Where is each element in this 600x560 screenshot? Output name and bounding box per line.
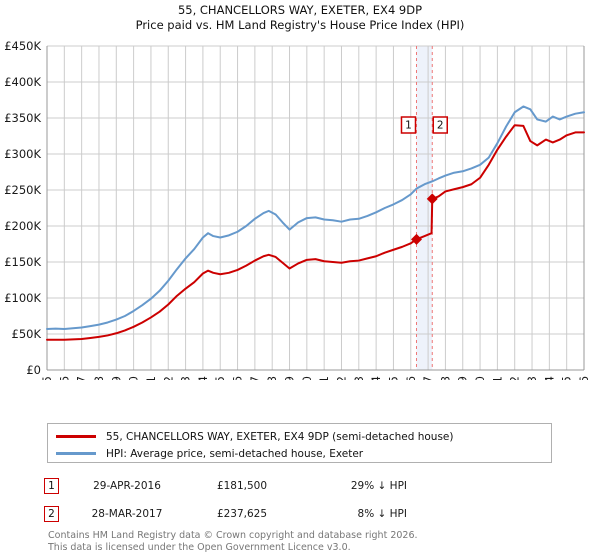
- x-axis-tick-label: 2012: [334, 376, 348, 380]
- x-axis-tick-label: 2016: [404, 376, 418, 380]
- footer-copyright: Contains HM Land Registry data © Crown c…: [48, 530, 418, 541]
- transaction-date-2: 28-MAR-2017: [91, 508, 163, 520]
- x-axis-tick-label: 2004: [196, 376, 210, 380]
- y-axis-tick-label: £50K: [12, 327, 42, 341]
- price-history-chart: £0 £50K £100K £150K £200K £250K £300K £350K £400…: [0, 40, 600, 380]
- y-axis-tick-label: £300K: [4, 147, 41, 161]
- x-axis-tick-label: 1997: [75, 376, 89, 380]
- x-axis-tick-label: 2003: [179, 376, 193, 380]
- x-axis-tick-label: 2009: [283, 376, 297, 380]
- y-axis-tick-label: £250K: [4, 183, 41, 197]
- chart-canvas: £0 £50K £100K £150K £200K £250K £300K £350K £400…: [4, 40, 591, 380]
- x-axis-tick-label: 2024: [542, 376, 556, 380]
- x-axis-tick-label: 2000: [127, 376, 141, 380]
- x-axis-tick-label: 1998: [92, 376, 106, 380]
- transaction-price-2: £237,625: [216, 508, 268, 520]
- x-axis-tick-label: 2001: [144, 376, 158, 380]
- legend-item-price-paid: 55, CHANCELLORS WAY, EXETER, EX4 9DP (se…: [48, 428, 551, 445]
- x-axis-tick-label: 1999: [109, 376, 123, 380]
- series-line-hpi: [46, 124, 585, 341]
- page-title: 55, CHANCELLORS WAY, EXETER, EX4 9DP Pri…: [0, 3, 600, 33]
- x-axis-tick-label: 2006: [231, 376, 245, 380]
- transaction-hpi-delta-2: 8% ↓ HPI: [357, 508, 407, 520]
- transaction-marker-1: [410, 233, 422, 245]
- transaction-date-1: 29-APR-2016: [93, 480, 161, 492]
- annotation-badge-1: [400, 116, 417, 134]
- transaction-price-1: £181,500: [216, 480, 268, 492]
- x-axis-tick-label: 2014: [369, 376, 383, 380]
- x-axis-tick-label: 2005: [213, 376, 227, 380]
- legend-swatch-hpi: [56, 452, 96, 455]
- x-axis-tick-label: 2002: [161, 376, 175, 380]
- x-axis-tick-label: 2017: [421, 376, 435, 380]
- y-axis-tick-label: £200K: [4, 219, 41, 233]
- x-axis-tick-label: 2010: [300, 376, 314, 380]
- chart-legend: 55, CHANCELLORS WAY, EXETER, EX4 9DP (se…: [47, 423, 552, 463]
- x-axis-tick-label: 2025: [560, 376, 574, 380]
- x-axis-tick-label: 2018: [438, 376, 452, 380]
- y-axis-tick-label: £150K: [4, 255, 41, 269]
- footer-licence: This data is licensed under the Open Gov…: [48, 541, 351, 553]
- x-axis-tick-label: 2011: [317, 376, 331, 380]
- x-axis-tick-label: 2020: [473, 376, 487, 380]
- title-line-2: Price paid vs. HM Land Registry's House …: [135, 18, 465, 32]
- x-axis-tick-label: 2026: [577, 376, 591, 380]
- x-axis-tick-label: 1996: [57, 376, 71, 380]
- y-axis-tick-label: £0: [26, 363, 41, 377]
- attribution-footer: Contains HM Land Registry data © Crown c…: [48, 530, 588, 553]
- legend-item-hpi: HPI: Average price, semi-detached house,…: [48, 445, 551, 462]
- transaction-marker-2: [426, 193, 438, 205]
- transaction-badge-1: 1: [44, 478, 59, 494]
- x-axis-tick-label: 2023: [525, 376, 539, 380]
- x-axis-tick-label: 2013: [352, 376, 366, 380]
- x-axis-tick-label: 2007: [248, 376, 262, 380]
- x-axis-tick-label: 2019: [456, 376, 470, 380]
- x-axis-tick-label: 2021: [490, 376, 504, 380]
- x-axis-tick-label: 1995: [40, 376, 54, 380]
- table-row[interactable]: 2 28-MAR-2017 £237,625 8% ↓ HPI: [44, 500, 464, 528]
- transaction-highlight-band: [416, 46, 433, 370]
- transactions-table: 1 29-APR-2016 £181,500 29% ↓ HPI 2 28-MA…: [44, 472, 464, 528]
- x-axis-tick-label: 2015: [386, 376, 400, 380]
- y-axis-tick-label: £350K: [4, 111, 41, 125]
- series-line-price-paid: [46, 105, 585, 330]
- annotation-badge-label-1: 1: [405, 120, 412, 132]
- y-axis-tick-label: £100K: [4, 291, 41, 305]
- legend-label-price-paid: 55, CHANCELLORS WAY, EXETER, EX4 9DP (se…: [106, 430, 454, 443]
- table-row[interactable]: 1 29-APR-2016 £181,500 29% ↓ HPI: [44, 472, 464, 500]
- annotation-badge-2: [432, 116, 449, 134]
- y-axis-tick-label: £400K: [4, 75, 41, 89]
- transaction-badge-2: 2: [44, 506, 59, 522]
- legend-swatch-price-paid: [56, 435, 96, 438]
- title-line-1: 55, CHANCELLORS WAY, EXETER, EX4 9DP: [177, 3, 423, 17]
- x-axis-tick-label: 2022: [508, 376, 522, 380]
- legend-label-hpi: HPI: Average price, semi-detached house,…: [106, 447, 364, 460]
- transaction-hpi-delta-1: 29% ↓ HPI: [350, 480, 407, 492]
- y-axis-tick-label: £450K: [4, 40, 41, 53]
- x-axis-tick-label: 2008: [265, 376, 279, 380]
- annotation-badge-label-2: 2: [437, 120, 444, 132]
